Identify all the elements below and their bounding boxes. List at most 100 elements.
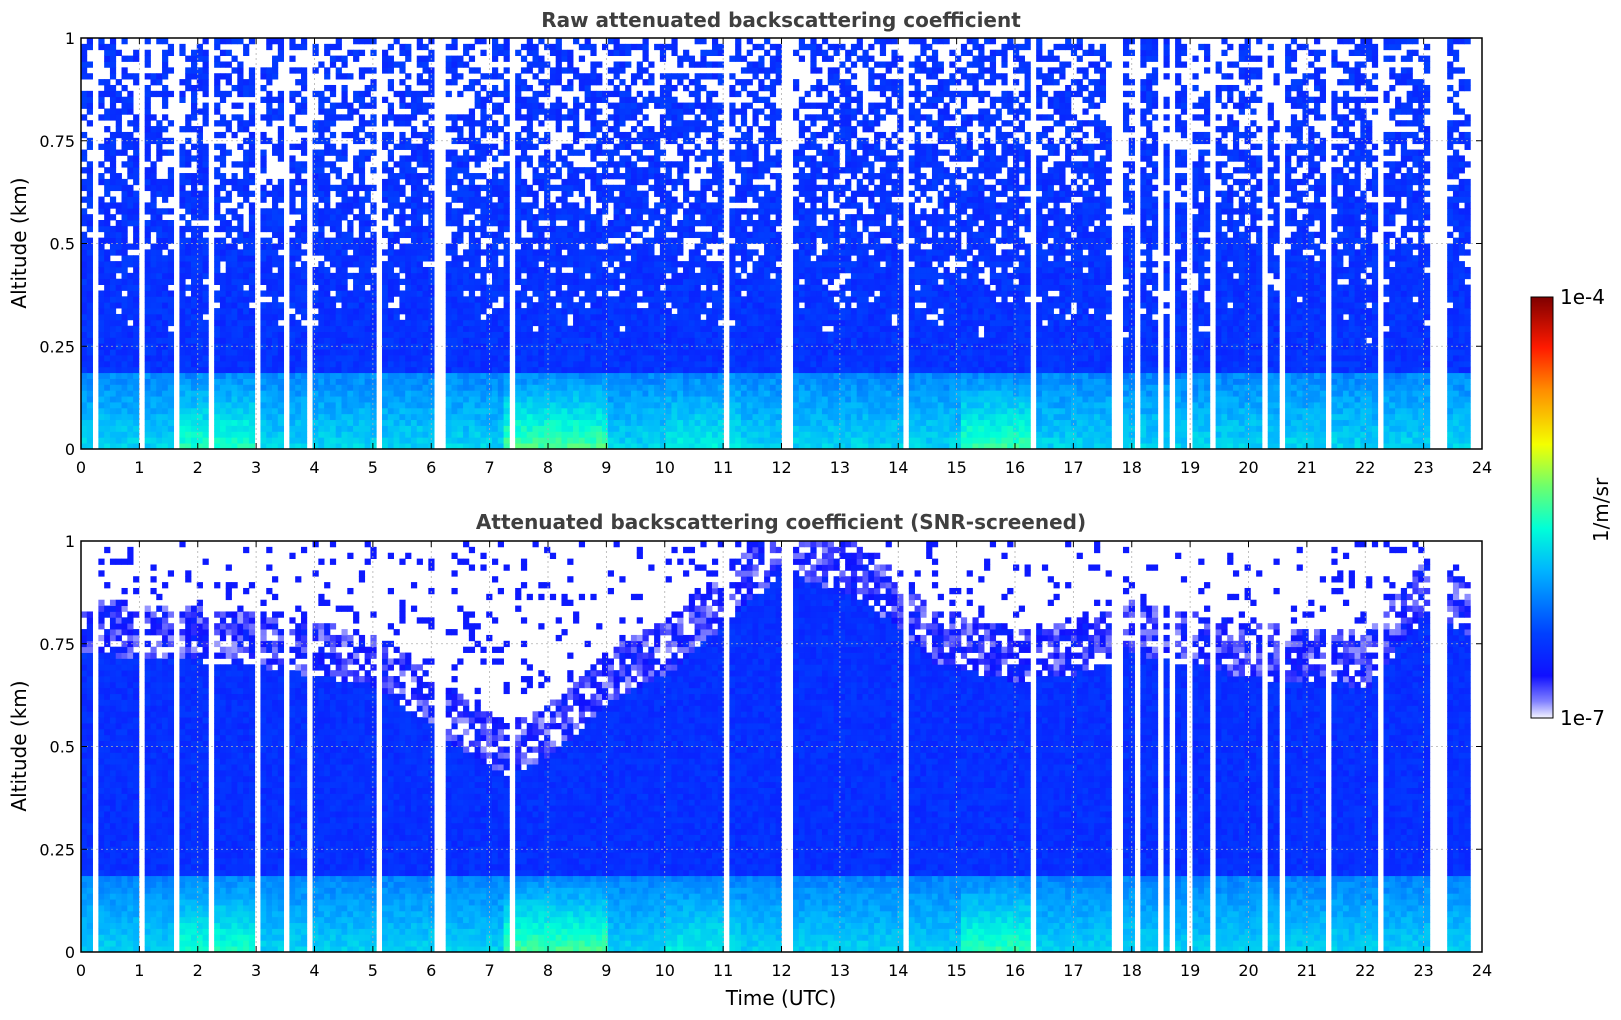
heatmap-cell [133, 355, 140, 362]
heatmap-cell [596, 137, 603, 145]
heatmap-cell [642, 343, 649, 350]
heatmap-cell [451, 407, 458, 415]
heatmap-cell [410, 155, 418, 162]
heatmap-cell [162, 184, 169, 192]
heatmap-cell [86, 220, 93, 227]
heatmap-cell [109, 419, 117, 426]
heatmap-cell [121, 319, 128, 327]
heatmap-cell [225, 302, 232, 309]
heatmap-cell [590, 343, 597, 350]
heatmap-cell [370, 84, 377, 92]
heatmap-cell [584, 366, 591, 374]
heatmap-cell [416, 255, 423, 262]
heatmap-cell [196, 308, 203, 315]
heatmap-cell [266, 178, 273, 186]
heatmap-cell [659, 384, 667, 391]
heatmap-cell [190, 261, 198, 268]
heatmap-cell [497, 284, 504, 291]
heatmap-cell [463, 349, 470, 356]
heatmap-cell [266, 325, 273, 332]
heatmap-cell [648, 443, 655, 450]
heatmap-cell [474, 337, 481, 344]
heatmap-cell [607, 325, 614, 332]
heatmap-cell [225, 425, 232, 432]
heatmap-cell [480, 443, 487, 450]
heatmap-cell [659, 308, 667, 315]
heatmap-cell [196, 302, 203, 309]
heatmap-cell [104, 331, 111, 338]
heatmap-cell [561, 360, 568, 368]
heatmap-cell [318, 208, 325, 215]
heatmap-cell [405, 161, 412, 168]
heatmap-cell [573, 402, 580, 409]
heatmap-cell [179, 443, 186, 450]
heatmap-cell [324, 284, 331, 291]
heatmap-cell [329, 55, 337, 62]
heatmap-cell [335, 266, 342, 274]
heatmap-cell [468, 349, 476, 356]
heatmap-cell [295, 396, 302, 403]
heatmap-cell [416, 378, 423, 385]
heatmap-cell [590, 231, 597, 239]
heatmap-cell [422, 355, 429, 362]
heatmap-cell [121, 190, 128, 197]
heatmap-cell [347, 290, 354, 297]
heatmap-cell [503, 38, 510, 45]
heatmap-cell [393, 173, 400, 180]
heatmap-cell [567, 390, 574, 397]
heatmap-cell [654, 319, 661, 327]
heatmap-cell [150, 272, 157, 280]
heatmap-cell [492, 49, 499, 57]
heatmap-cell [607, 272, 614, 280]
heatmap-cell [636, 396, 643, 403]
heatmap-cell [468, 360, 476, 368]
heatmap-cell [613, 407, 620, 415]
heatmap-cell [561, 296, 568, 303]
heatmap-cell [474, 67, 481, 74]
heatmap-cell [387, 355, 394, 362]
heatmap-cell [387, 114, 394, 121]
heatmap-cell [318, 131, 325, 139]
heatmap-cell [289, 96, 296, 103]
heatmap-cell [399, 261, 406, 268]
heatmap-cell [202, 61, 209, 68]
heatmap-cell [364, 325, 371, 332]
heatmap-cell [561, 184, 568, 192]
heatmap-cell [399, 425, 406, 432]
heatmap-cell [468, 308, 476, 315]
heatmap-cell [364, 296, 371, 303]
heatmap-cell [370, 355, 377, 362]
heatmap-cell [451, 43, 458, 51]
heatmap-cell [115, 407, 122, 415]
heatmap-cell [104, 349, 111, 356]
heatmap-cell [416, 355, 423, 362]
heatmap-cell [121, 214, 128, 221]
heatmap-cell [104, 272, 111, 280]
heatmap-cell [121, 266, 128, 274]
heatmap-cell [260, 272, 267, 280]
heatmap-cell [659, 173, 667, 180]
heatmap-cell [121, 337, 128, 344]
heatmap-cell [607, 378, 614, 385]
heatmap-cell [347, 202, 354, 209]
heatmap-cell [544, 84, 551, 92]
heatmap-cell [260, 302, 267, 309]
heatmap-cell [382, 319, 389, 327]
heatmap-cell [109, 360, 117, 368]
heatmap-cell [133, 413, 140, 421]
heatmap-cell [648, 167, 655, 174]
heatmap-cell [619, 366, 626, 374]
heatmap-cell [133, 261, 140, 268]
heatmap-cell [659, 73, 667, 80]
heatmap-cell [613, 202, 620, 209]
heatmap-cell [613, 402, 620, 409]
heatmap-cell [602, 302, 609, 309]
heatmap-cell [532, 225, 539, 233]
heatmap-cell [503, 143, 510, 150]
heatmap-cell [520, 137, 528, 145]
heatmap-cell [248, 313, 256, 321]
heatmap-cell [266, 108, 273, 115]
heatmap-cell [144, 407, 151, 415]
heatmap-cell [393, 407, 400, 415]
heatmap-cell [121, 38, 128, 45]
